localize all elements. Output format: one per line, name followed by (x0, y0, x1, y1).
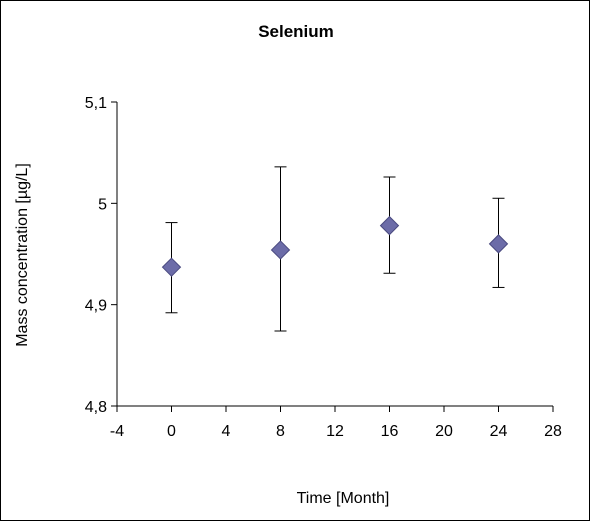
x-tick-label: 0 (167, 423, 176, 440)
x-tick-label: 24 (490, 423, 508, 440)
y-tick-label: 4,8 (85, 399, 107, 416)
y-ticks: 4,8 4,9 5 5,1 (85, 95, 117, 416)
chart-title: Selenium (258, 22, 334, 41)
plot-area: 4,8 4,9 5 5,1 -4 0 4 8 12 16 20 24 28 (85, 95, 562, 440)
x-axis-label: Time [Month] (297, 490, 390, 507)
y-axis-label: Mass concentration [µg/L] (14, 163, 31, 347)
data-point (163, 258, 181, 276)
y-tick-label: 5,1 (85, 95, 107, 112)
data-point (490, 235, 508, 253)
data-point (381, 217, 399, 235)
x-tick-label: 20 (435, 423, 453, 440)
x-tick-label: 8 (276, 423, 285, 440)
y-tick-label: 5 (98, 196, 107, 213)
x-tick-label: 4 (222, 423, 231, 440)
data-markers (163, 217, 508, 277)
x-tick-label: 28 (544, 423, 562, 440)
error-bars (166, 167, 505, 331)
y-tick-label: 4,9 (85, 298, 107, 315)
x-tick-label: 16 (381, 423, 399, 440)
x-tick-label: 12 (326, 423, 344, 440)
data-point (272, 241, 290, 259)
x-ticks: -4 0 4 8 12 16 20 24 28 (110, 406, 562, 440)
x-tick-label: -4 (110, 423, 124, 440)
